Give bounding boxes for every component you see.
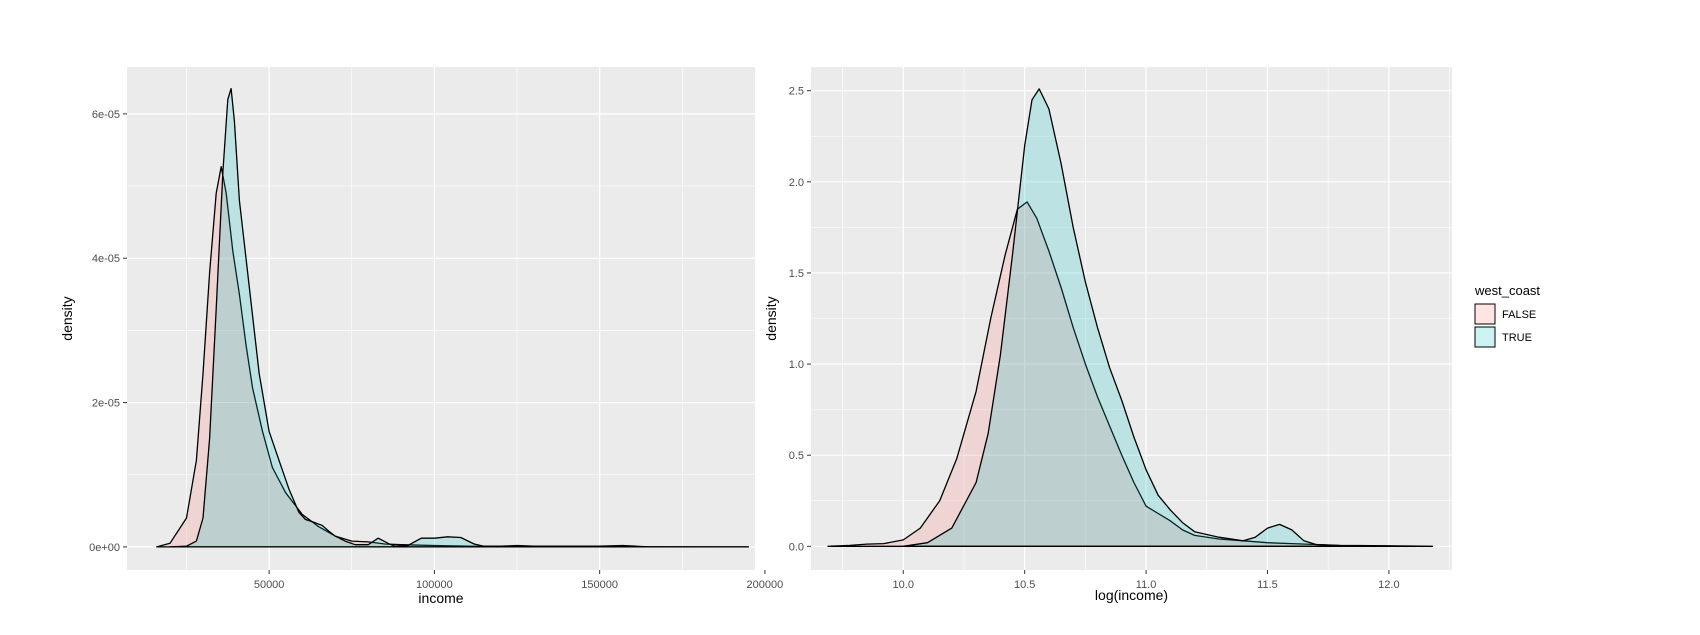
density-area-true	[902, 88, 1390, 547]
legend-title: west_coast	[1474, 283, 1540, 298]
density-area-false	[827, 201, 1434, 547]
y-tick-label: 2.0	[789, 177, 804, 189]
y-tick-label: 4e-05	[92, 253, 120, 265]
legend-key-true	[1474, 326, 1496, 348]
legend-label-true: TRUE	[1502, 332, 1532, 344]
y-tick-label: 0.5	[789, 450, 804, 462]
y-tick-label: 0.0	[789, 541, 804, 553]
y-axis-title: density	[59, 296, 75, 340]
x-tick-label: 150000	[581, 579, 618, 591]
legend: west_coast FALSE TRUE	[1474, 283, 1540, 348]
income-density-panel: 50000 100000 150000 200000 0e+00 2e-05 4e-05 6e…	[59, 67, 783, 606]
x-tick-label: 11.5	[1257, 579, 1278, 591]
y-tick-label: 1.5	[789, 268, 804, 280]
x-axis-title: income	[418, 590, 463, 606]
x-tick-label: 50000	[254, 579, 285, 591]
x-tick-label: 11.0	[1136, 579, 1157, 591]
panel-background	[127, 67, 755, 570]
x-tick-label: 10.5	[1014, 579, 1035, 591]
x-tick-label: 100000	[416, 579, 453, 591]
y-axis-title: density	[763, 296, 779, 340]
log-income-density-panel: 10.0 10.5 11.0 11.5 12.0 0.0 0.5 1.0 1.5 2.0 2.5 lo…	[763, 67, 1452, 603]
y-tick-label: 6e-05	[92, 109, 120, 121]
x-axis-title: log(income)	[1095, 587, 1168, 603]
legend-key-false	[1474, 303, 1496, 325]
y-tick-label: 2.5	[789, 86, 804, 98]
density-area-false	[156, 165, 750, 548]
x-tick-label: 200000	[747, 579, 784, 591]
legend-label-false: FALSE	[1502, 309, 1536, 321]
x-tick-label: 10.0	[893, 579, 914, 591]
density-area-true	[169, 87, 750, 548]
y-tick-label: 0e+00	[89, 542, 120, 554]
y-tick-label: 1.0	[789, 359, 804, 371]
x-tick-label: 12.0	[1378, 579, 1399, 591]
y-tick-label: 2e-05	[92, 398, 120, 410]
